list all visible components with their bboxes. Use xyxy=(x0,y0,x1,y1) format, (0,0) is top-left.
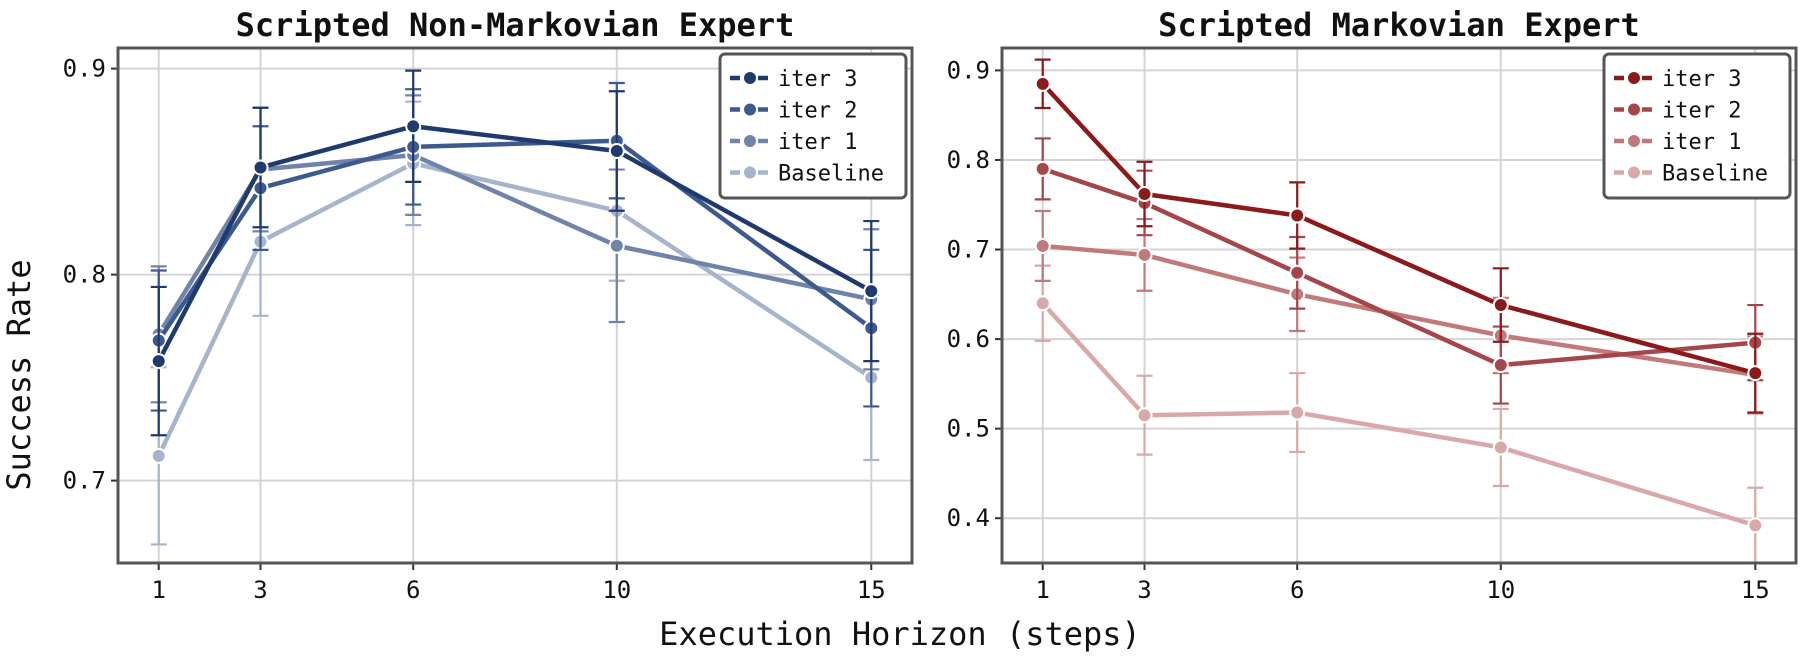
legend-box xyxy=(718,52,908,200)
x-tick-label: 15 xyxy=(857,576,886,604)
legend-box xyxy=(1602,52,1792,200)
data-point xyxy=(1289,404,1306,421)
data-point xyxy=(1289,207,1306,224)
data-point xyxy=(1747,365,1764,382)
y-tick-label: 0.9 xyxy=(947,56,990,84)
legend-marker xyxy=(1626,70,1642,86)
legend-label: iter 1 xyxy=(1662,130,1741,155)
x-tick-label: 3 xyxy=(1137,576,1151,604)
x-tick-label: 10 xyxy=(602,576,631,604)
y-axis-label: Success Rate xyxy=(0,259,38,490)
x-tick-label: 15 xyxy=(1741,576,1770,604)
data-point xyxy=(1034,237,1051,254)
legend: iter 3 iter 2 iter 1 Baseline xyxy=(1602,52,1792,200)
data-point xyxy=(1492,439,1509,456)
data-point xyxy=(1034,160,1051,177)
data-point xyxy=(1492,357,1509,374)
data-point xyxy=(1136,246,1153,263)
series-line xyxy=(156,161,873,457)
legend-label: iter 3 xyxy=(1662,67,1741,92)
x-tick-label: 6 xyxy=(406,576,420,604)
data-point xyxy=(1034,75,1051,92)
legend-marker xyxy=(742,70,758,86)
data-point xyxy=(405,118,422,135)
data-point xyxy=(608,237,625,254)
chart-title: Scripted Markovian Expert xyxy=(1158,6,1640,44)
data-point xyxy=(1136,407,1153,424)
x-tick-label: 6 xyxy=(1290,576,1304,604)
legend-marker xyxy=(1626,101,1642,118)
y-tick-label: 0.7 xyxy=(947,236,990,264)
legend-marker xyxy=(742,101,758,118)
data-point xyxy=(150,353,167,370)
legend-label: iter 2 xyxy=(778,99,857,124)
y-tick-label: 0.8 xyxy=(63,261,106,289)
legend-label: iter 1 xyxy=(778,130,857,155)
y-tick-label: 0.8 xyxy=(947,146,990,174)
series-line xyxy=(1042,243,1756,378)
x-axis-label: Execution Horizon (steps) xyxy=(659,615,1141,653)
x-tick-label: 3 xyxy=(253,576,267,604)
y-tick-label: 0.7 xyxy=(63,467,106,495)
legend-label: Baseline xyxy=(1662,162,1768,187)
data-point xyxy=(252,159,269,176)
y-tick-label: 0.4 xyxy=(947,504,990,532)
x-tick-label: 10 xyxy=(1486,576,1515,604)
y-tick-label: 0.5 xyxy=(947,415,990,443)
legend-marker xyxy=(1626,164,1642,181)
chart-title: Scripted Non-Markovian Expert xyxy=(236,6,795,44)
legend-label: iter 2 xyxy=(1662,99,1741,124)
data-point xyxy=(1034,295,1051,312)
data-point xyxy=(1747,517,1764,534)
legend-marker xyxy=(742,164,758,181)
data-point xyxy=(150,447,167,464)
series-iter-3 xyxy=(150,69,880,437)
panel-non-markovian: Scripted Non-Markovian Expert 1 3 6 10 15 0.7 0… xyxy=(63,6,914,604)
data-point xyxy=(1492,297,1509,314)
legend-marker xyxy=(742,133,758,149)
legend-marker xyxy=(1626,133,1642,149)
series-baseline xyxy=(1034,264,1764,565)
y-tick-label: 0.6 xyxy=(947,325,990,353)
plot-frame xyxy=(116,46,914,565)
x-tick-label: 1 xyxy=(1035,576,1049,604)
y-tick-label: 0.9 xyxy=(63,55,106,83)
legend: iter 3 iter 2 iter 1 Baseline xyxy=(718,52,908,200)
data-point xyxy=(1136,185,1153,202)
legend-label: Baseline xyxy=(778,162,884,187)
data-point xyxy=(863,283,880,300)
x-tick-label: 1 xyxy=(151,576,165,604)
data-point xyxy=(1289,264,1306,281)
legend-label: iter 3 xyxy=(778,67,857,92)
plot-frame xyxy=(1000,46,1798,565)
data-point xyxy=(608,143,625,159)
panel-markovian: Scripted Markovian Expert 1 3 6 10 15 0.4 0.5 0.… xyxy=(947,6,1798,604)
series-iter-3 xyxy=(1034,58,1764,414)
